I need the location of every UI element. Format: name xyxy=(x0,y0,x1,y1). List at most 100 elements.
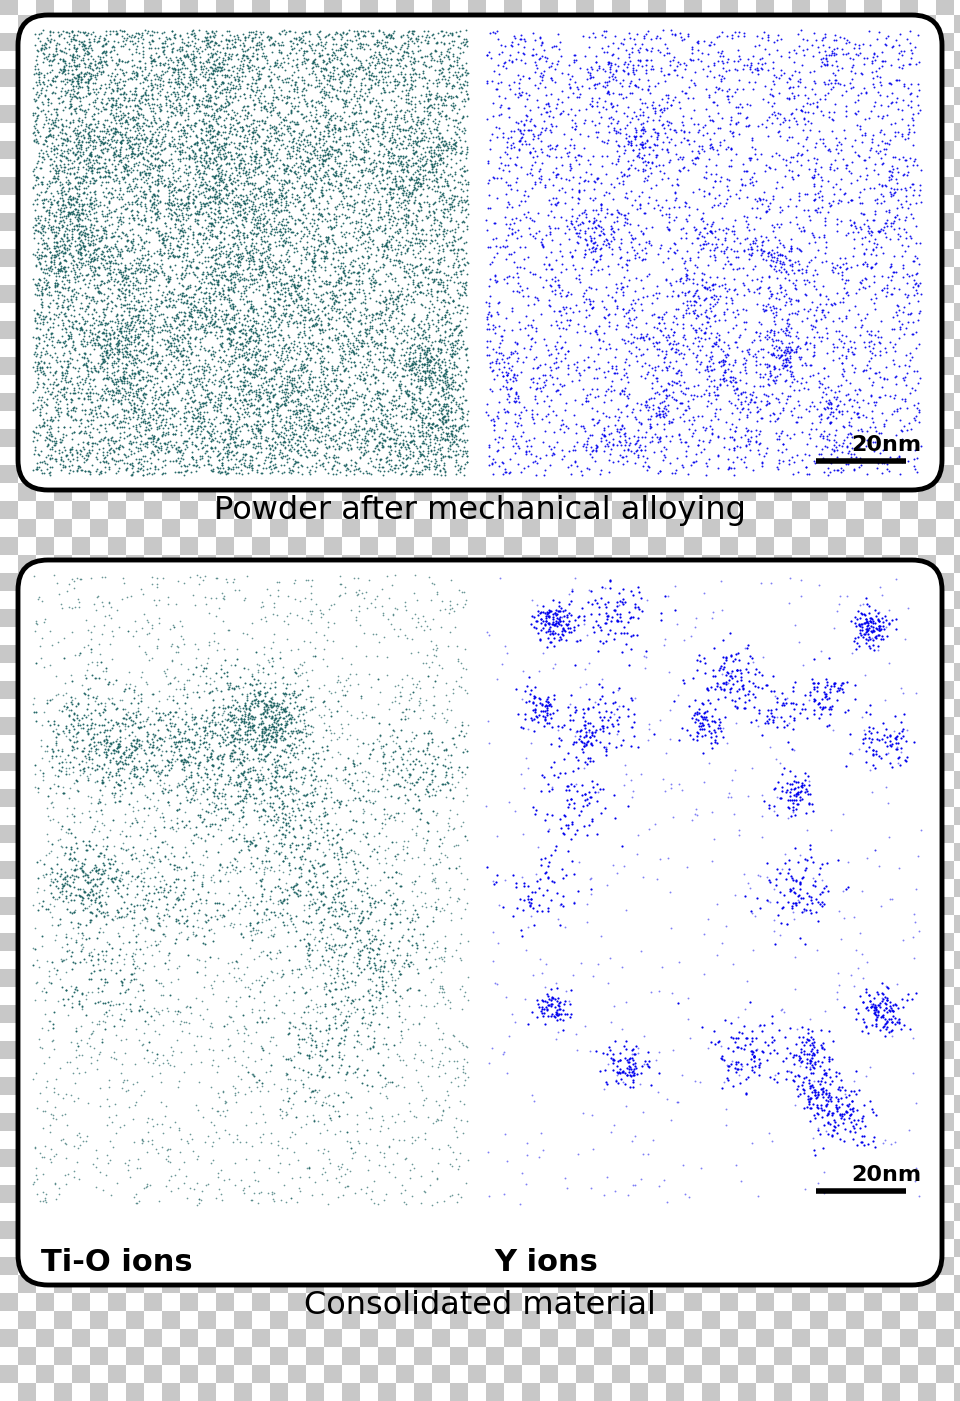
Point xyxy=(391,801,406,824)
Point xyxy=(526,686,541,709)
Bar xyxy=(198,357,216,375)
Point xyxy=(497,154,513,177)
Point xyxy=(877,212,893,234)
Point xyxy=(438,766,453,789)
Point xyxy=(294,408,309,430)
Bar xyxy=(720,878,738,897)
Bar xyxy=(864,1112,882,1131)
Point xyxy=(374,247,390,269)
Point xyxy=(127,885,142,908)
Point xyxy=(722,185,737,207)
Point xyxy=(275,329,290,352)
Point xyxy=(130,408,145,430)
Point xyxy=(493,34,509,56)
Point xyxy=(114,20,130,42)
Point xyxy=(360,922,375,944)
Bar xyxy=(180,771,198,789)
Point xyxy=(79,223,94,245)
Point xyxy=(236,83,252,105)
Point xyxy=(759,705,775,727)
Bar xyxy=(450,825,468,843)
Point xyxy=(258,174,274,196)
Point xyxy=(422,149,438,171)
Point xyxy=(175,101,190,123)
Point xyxy=(661,196,677,219)
Point xyxy=(815,1076,830,1098)
Point xyxy=(523,335,539,357)
Point xyxy=(47,158,62,181)
Point xyxy=(427,352,443,374)
Point xyxy=(157,125,173,147)
Bar xyxy=(324,87,342,105)
Point xyxy=(421,127,437,150)
Point xyxy=(528,115,543,137)
Point xyxy=(622,1055,637,1077)
Point xyxy=(428,167,444,189)
Point xyxy=(762,360,778,382)
Point xyxy=(72,214,87,237)
Point xyxy=(135,894,151,916)
Point xyxy=(802,423,817,446)
Point xyxy=(272,333,287,356)
Point xyxy=(819,1104,834,1126)
Point xyxy=(184,892,200,915)
Point xyxy=(382,160,397,182)
Point xyxy=(836,1103,852,1125)
Point xyxy=(131,101,146,123)
Point xyxy=(167,104,182,126)
Bar xyxy=(198,321,216,339)
Point xyxy=(611,1072,626,1094)
Point xyxy=(202,356,217,378)
Bar xyxy=(144,537,162,555)
Point xyxy=(271,818,286,841)
Point xyxy=(889,1010,904,1033)
Point xyxy=(187,168,203,191)
Point xyxy=(204,801,219,824)
Point xyxy=(524,315,540,338)
Point xyxy=(112,785,128,807)
Point xyxy=(375,925,391,947)
Point xyxy=(650,403,665,426)
Point xyxy=(785,792,801,814)
Bar xyxy=(738,502,756,518)
Bar xyxy=(126,394,144,410)
Point xyxy=(787,891,803,913)
Point xyxy=(406,1013,421,1035)
Point xyxy=(108,120,124,143)
Point xyxy=(44,116,60,139)
Point xyxy=(391,234,406,256)
Point xyxy=(102,192,117,214)
Point xyxy=(710,716,726,738)
Point xyxy=(794,346,809,368)
Point xyxy=(331,436,347,458)
Point xyxy=(759,852,775,874)
Point xyxy=(172,678,187,700)
Point xyxy=(812,425,828,447)
Bar xyxy=(144,231,162,249)
Point xyxy=(350,867,366,890)
Point xyxy=(207,186,223,209)
Point xyxy=(809,1101,825,1124)
Point xyxy=(859,354,875,377)
Point xyxy=(342,776,357,799)
Point xyxy=(298,245,313,268)
Point xyxy=(525,137,540,160)
Point xyxy=(358,765,373,787)
Point xyxy=(63,70,79,92)
Point xyxy=(72,318,87,340)
Point xyxy=(259,317,275,339)
Bar xyxy=(180,375,198,394)
Bar xyxy=(684,357,702,375)
Point xyxy=(25,160,40,182)
Point xyxy=(558,331,573,353)
Point xyxy=(374,164,390,186)
Point xyxy=(274,111,289,133)
Bar xyxy=(900,1257,918,1275)
Point xyxy=(240,332,255,354)
Point xyxy=(183,1052,199,1075)
Point xyxy=(270,874,285,897)
Point xyxy=(537,60,552,83)
Point xyxy=(305,686,321,709)
Point xyxy=(531,877,546,899)
Point xyxy=(426,175,442,198)
